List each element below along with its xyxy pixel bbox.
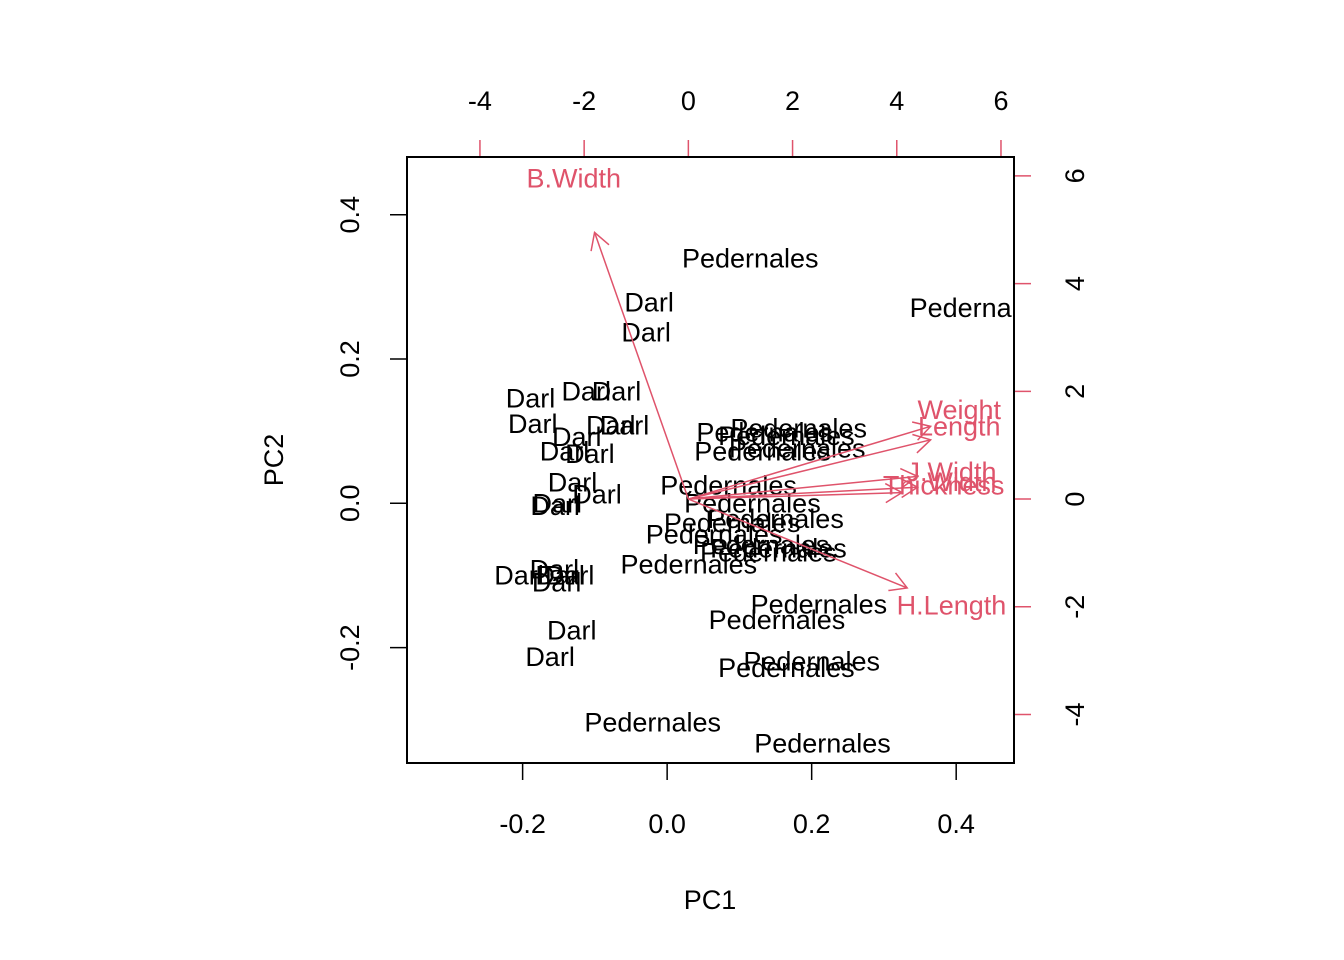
observation-label: Darl	[508, 409, 558, 439]
loading-arrow	[593, 232, 690, 500]
observation-label: Darl	[506, 384, 556, 414]
top-tick-label: -2	[572, 86, 596, 116]
loading-arrow	[688, 491, 903, 500]
observation-label: Pedernales	[682, 244, 819, 274]
top-tick-label: 4	[889, 86, 904, 116]
top-tick-label: 0	[681, 86, 696, 116]
observation-label: Pedernales	[584, 708, 721, 738]
loading-label: J.Width	[906, 457, 996, 487]
loading-arrowhead	[899, 467, 920, 489]
loading-arrowhead	[900, 477, 920, 499]
observation-label: Darl	[552, 422, 602, 452]
observation-label: Darl	[532, 568, 582, 598]
loading-arrow	[688, 498, 908, 589]
observation-label: Pedernales	[730, 413, 867, 443]
loading-label: Length	[918, 411, 1001, 441]
observation-label: Pedernales	[743, 646, 880, 676]
loading-arrowhead	[590, 230, 610, 252]
y-tick-label: -0.2	[335, 624, 365, 671]
observation-label: Pedernales	[621, 550, 758, 580]
observation-label: Pedernales	[709, 605, 846, 635]
observation-label: Pedernales	[664, 508, 801, 538]
right-tick-label: 4	[1060, 276, 1090, 291]
y-tick-label: 0.2	[335, 340, 365, 378]
loading-label: Weight	[918, 395, 1002, 425]
right-tick-label: 0	[1060, 492, 1090, 507]
loading-label: B.Width	[526, 164, 621, 194]
observation-label: Darl	[624, 288, 674, 318]
plot-frame	[406, 156, 1015, 764]
x-tick-label: 0.4	[937, 809, 975, 839]
loading-arrow	[688, 439, 931, 500]
right-tick-label: -2	[1060, 595, 1090, 619]
x-tick-label: 0.0	[648, 809, 686, 839]
loading-arrow	[688, 425, 931, 500]
top-tick-label: 2	[785, 86, 800, 116]
y-tick-label: 0.0	[335, 485, 365, 523]
observation-label: Darl	[621, 317, 671, 347]
observation-label: Pedernales	[751, 589, 888, 619]
y-axis-label: PC2	[259, 434, 289, 487]
loading-arrowhead	[888, 572, 909, 592]
observation-label: Pedernales	[700, 537, 837, 567]
observation-label: Pedernales	[707, 504, 844, 534]
observation-label: Pedernales	[729, 433, 866, 463]
observation-label: Darl	[572, 480, 622, 510]
loading-label: Width	[927, 467, 996, 497]
observation-label: Darl	[565, 439, 615, 469]
right-tick-label: 2	[1060, 384, 1090, 399]
observation-label: Darl	[530, 555, 580, 585]
loading-arrowhead	[911, 421, 933, 441]
observation-label: Darl	[545, 560, 595, 590]
observation-labels: PedernalesDarlDarlPedernalesDarlDarlDarl…	[494, 244, 1047, 759]
observation-label: Pedernales	[694, 436, 831, 466]
observation-label: Pedernales	[696, 418, 833, 448]
observation-label: Darl	[547, 615, 597, 645]
loading-arrow	[688, 486, 918, 500]
observation-label: Darl	[525, 642, 575, 672]
observation-label: Pedernales	[693, 530, 830, 560]
top-tick-label: -4	[468, 86, 492, 116]
observation-label: Pedernales	[718, 653, 855, 683]
observation-label: Pedernales	[718, 421, 855, 451]
loading-label: Thickness	[883, 471, 1005, 501]
right-tick-label: 6	[1060, 168, 1090, 183]
x-tick-label: -0.2	[499, 809, 546, 839]
loading-arrow	[688, 475, 918, 500]
observation-label: Darl	[600, 410, 650, 440]
observation-label: Darl	[530, 491, 580, 521]
observation-label: Darl	[535, 560, 585, 590]
loading-arrowhead	[884, 482, 904, 504]
observation-label: Darl	[540, 436, 590, 466]
right-tick-label: -4	[1060, 703, 1090, 727]
loading-label: H.Length	[897, 591, 1007, 621]
observation-label: Darl	[592, 376, 642, 406]
observation-label: Darl	[494, 560, 544, 590]
observation-label: Pedernales	[910, 293, 1047, 323]
observation-label: Pedernales	[710, 534, 847, 564]
observation-label: Darl	[561, 376, 611, 406]
observation-label: Pedernales	[646, 519, 783, 549]
observation-label: Pedernales	[754, 729, 891, 759]
observation-label: Darl	[586, 410, 636, 440]
observation-label: Darl	[533, 488, 583, 518]
x-axis-label: PC1	[684, 885, 737, 915]
x-tick-label: 0.2	[793, 809, 831, 839]
observation-label: Darl	[548, 467, 598, 497]
y-tick-label: 0.4	[335, 196, 365, 234]
loading-arrowhead	[912, 433, 933, 454]
top-tick-label: 6	[993, 86, 1008, 116]
